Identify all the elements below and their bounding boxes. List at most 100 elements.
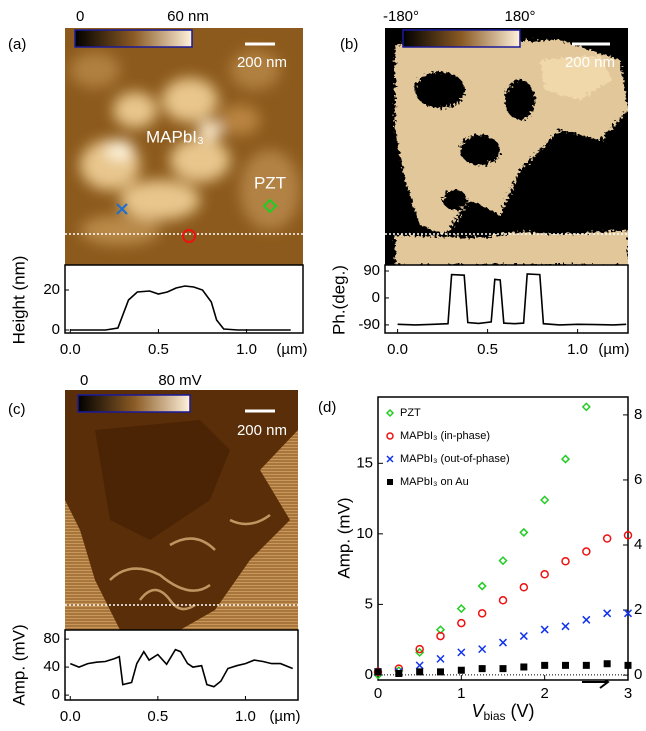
y2-tick-label: 0 (634, 666, 642, 683)
data-point (541, 661, 549, 669)
data-point (582, 661, 590, 669)
y-tick-label: 80 (43, 630, 60, 647)
data-point (581, 402, 591, 412)
scale-bar-label: 200 nm (565, 54, 615, 71)
data-point (478, 665, 486, 673)
plot-frame (64, 629, 299, 701)
y-tick-label: 0 (52, 686, 60, 703)
colorbar-max: 80 mV (158, 372, 201, 389)
legend-marker (387, 479, 393, 485)
data-point (395, 669, 403, 677)
x-tick-label: 2 (540, 685, 548, 702)
y-axis-label: Amp. (mV) (334, 497, 353, 578)
data-point (415, 661, 424, 670)
scale-bar-label: 200 nm (237, 54, 287, 71)
amplitude-image (65, 390, 298, 630)
colorbar-min: 0 (80, 372, 88, 389)
panel-label: (b) (340, 36, 358, 53)
data-point (519, 583, 529, 592)
plot-frame (64, 264, 304, 334)
data-point (437, 668, 444, 676)
profile-line (70, 648, 293, 688)
legend-marker (386, 432, 394, 440)
data-point (623, 609, 633, 618)
x-tick-label: 0.0 (387, 341, 408, 358)
legend-marker (386, 455, 394, 463)
y-tick-label: 90 (363, 262, 380, 279)
x-tick-label: 0.5 (477, 341, 498, 358)
x-axis-unit: (µm) (276, 341, 307, 358)
x-tick-label: 1 (457, 685, 465, 702)
y-tick-label: 20 (43, 281, 60, 298)
legend-label: MAPbI₃ (in-phase) (400, 430, 490, 442)
data-point (561, 622, 570, 631)
colorbar-min: -180° (383, 8, 419, 25)
x-tick-label: 1.0 (567, 341, 588, 358)
y-tick-label: 10 (356, 525, 373, 542)
x-tick-label: 0.0 (60, 708, 81, 725)
panel-label: (a) (8, 36, 26, 53)
data-point (603, 609, 612, 618)
data-point (582, 547, 591, 556)
y-tick-label: 5 (365, 595, 373, 612)
x-tick-label: 0.5 (148, 341, 169, 358)
data-point (603, 660, 611, 668)
data-point (498, 638, 508, 647)
data-point (540, 495, 550, 505)
data-point (498, 556, 508, 566)
colorbar-max: 180° (504, 8, 535, 25)
plot-frame (384, 264, 629, 334)
panel-label: (c) (8, 401, 26, 418)
data-point (623, 530, 633, 540)
y-axis-label: Amp. (mV) (9, 624, 28, 705)
y-axis-label: Height (nm) (9, 256, 28, 345)
data-point (499, 665, 507, 673)
scale-bar-label: 200 nm (237, 422, 287, 439)
data-point (582, 615, 591, 624)
data-point (456, 604, 466, 614)
colorbar-max: 60 nm (167, 8, 209, 25)
data-point (519, 527, 529, 537)
y-tick-label: 15 (356, 454, 373, 471)
x-tick-label: 3 (624, 685, 632, 702)
topography-image (65, 28, 303, 265)
profile-line (397, 273, 627, 326)
annotation: MAPbI₃ (146, 127, 204, 146)
x-tick-label: 1.0 (235, 708, 256, 725)
x-axis-unit: (µm) (269, 708, 300, 725)
x-axis-label: Vbias (V) (471, 701, 534, 723)
x-tick-label: 0.5 (147, 708, 168, 725)
y-axis-label: Ph.(deg.) (329, 265, 348, 335)
data-point (520, 663, 528, 671)
y2-tick-label: 8 (634, 406, 642, 423)
data-point (415, 644, 424, 654)
y2-tick-label: 4 (634, 536, 642, 553)
y-tick-label: 0 (52, 321, 60, 338)
data-point (457, 618, 466, 628)
y-tick-label: 0 (372, 289, 380, 306)
data-point (477, 609, 487, 618)
profile-line (70, 285, 291, 331)
x-tick-label: 0 (374, 685, 382, 702)
panel-label: (d) (318, 399, 336, 416)
plot-frame (377, 396, 629, 681)
data-point (562, 661, 569, 669)
phase-image (385, 28, 628, 265)
y-tick-label: -90 (358, 316, 380, 333)
x-axis-unit: (µm) (598, 341, 629, 358)
data-point (519, 632, 528, 641)
colorbar-min: 0 (76, 8, 84, 25)
y2-tick-label: 2 (634, 601, 642, 618)
legend-label: MAPbI₃ (out-of-phase) (400, 453, 510, 465)
data-point (561, 557, 570, 566)
data-point (436, 631, 445, 641)
x-label-symbol: V (471, 701, 485, 721)
legend-label: PZT (400, 407, 421, 419)
data-point (436, 654, 445, 663)
data-point (624, 661, 632, 669)
x-label-subscript: bias (484, 709, 506, 723)
x-tick-label: 0.0 (60, 341, 81, 358)
data-point (560, 454, 571, 464)
